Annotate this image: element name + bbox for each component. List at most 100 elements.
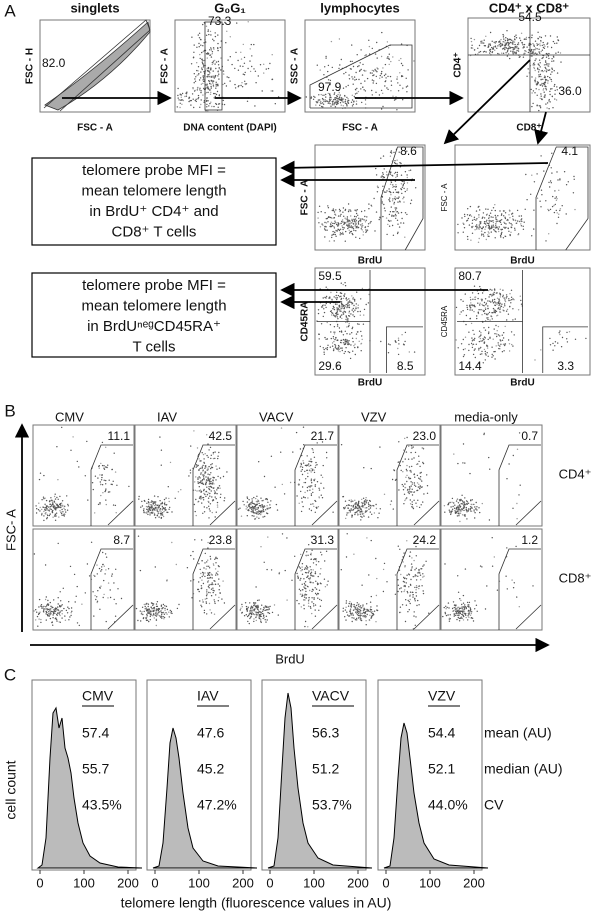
dot (207, 547, 208, 548)
dot (194, 44, 195, 45)
dot (355, 93, 356, 94)
dot (52, 625, 53, 626)
dot (334, 326, 335, 327)
dot (542, 70, 543, 71)
dot (351, 102, 352, 103)
dot (551, 182, 552, 183)
dot (546, 89, 547, 90)
dot (216, 572, 217, 573)
dot (209, 493, 210, 494)
dot (376, 595, 377, 596)
dot (142, 614, 143, 615)
dot (349, 302, 350, 303)
dot (501, 234, 502, 235)
dot (471, 227, 472, 228)
dot (339, 331, 340, 332)
dot (408, 459, 409, 460)
dot (262, 500, 263, 501)
dot (544, 97, 545, 98)
dot (251, 44, 252, 45)
dot (499, 309, 500, 310)
dot (63, 608, 64, 609)
dot (526, 37, 527, 38)
dot (418, 484, 419, 485)
dot (357, 602, 358, 603)
dot (308, 578, 309, 579)
dot (67, 612, 68, 613)
dot (190, 470, 191, 471)
dot (538, 63, 539, 64)
dot (205, 568, 206, 569)
dot (306, 551, 307, 552)
dot (100, 481, 101, 482)
gate-value: 97.9 (318, 80, 342, 94)
dot (143, 511, 144, 512)
dot (484, 349, 485, 350)
dot (310, 569, 311, 570)
dot (494, 288, 495, 289)
dot (327, 584, 328, 585)
dot (575, 339, 576, 340)
dot (180, 100, 181, 101)
dot (348, 326, 349, 327)
dot (326, 452, 327, 453)
dot (325, 96, 326, 97)
dot (35, 619, 36, 620)
dot (141, 613, 142, 614)
dot (367, 226, 368, 227)
dot (464, 214, 465, 215)
dot (113, 582, 114, 583)
dot (36, 512, 37, 513)
dot (395, 172, 396, 173)
dot (533, 49, 534, 50)
dot (397, 232, 398, 233)
dot (201, 585, 202, 586)
dot (414, 477, 415, 478)
dot (207, 52, 208, 53)
dot (550, 79, 551, 80)
dot (209, 483, 210, 484)
dot (463, 356, 464, 357)
dot (365, 507, 366, 508)
dot (257, 600, 258, 601)
dot (253, 509, 254, 510)
dot (376, 605, 377, 606)
dot (517, 220, 518, 221)
dot (41, 604, 42, 605)
dot (402, 604, 403, 605)
dot (322, 102, 323, 103)
dot (328, 103, 329, 104)
dot (547, 209, 548, 210)
dot (68, 505, 69, 506)
dot (472, 309, 473, 310)
dot (203, 499, 204, 500)
dot (355, 619, 356, 620)
dot (319, 334, 320, 335)
dot (350, 511, 351, 512)
dot (365, 611, 366, 612)
dot (48, 613, 49, 614)
dot (236, 22, 237, 23)
dot (210, 577, 211, 578)
dot (330, 95, 331, 96)
dot (208, 486, 209, 487)
dot (551, 61, 552, 62)
dot (515, 35, 516, 36)
dot (154, 502, 155, 503)
dot (492, 299, 493, 300)
dot (375, 504, 376, 505)
dot (267, 619, 268, 620)
dot (352, 613, 353, 614)
dot (266, 609, 267, 610)
dot (409, 601, 410, 602)
dot (211, 573, 212, 574)
dot (376, 508, 377, 509)
dot (384, 191, 385, 192)
dot (334, 102, 335, 103)
dot (214, 458, 215, 459)
dot (153, 503, 154, 504)
dot (218, 597, 219, 598)
dot (106, 467, 107, 468)
dot (354, 210, 355, 211)
dot (395, 214, 396, 215)
